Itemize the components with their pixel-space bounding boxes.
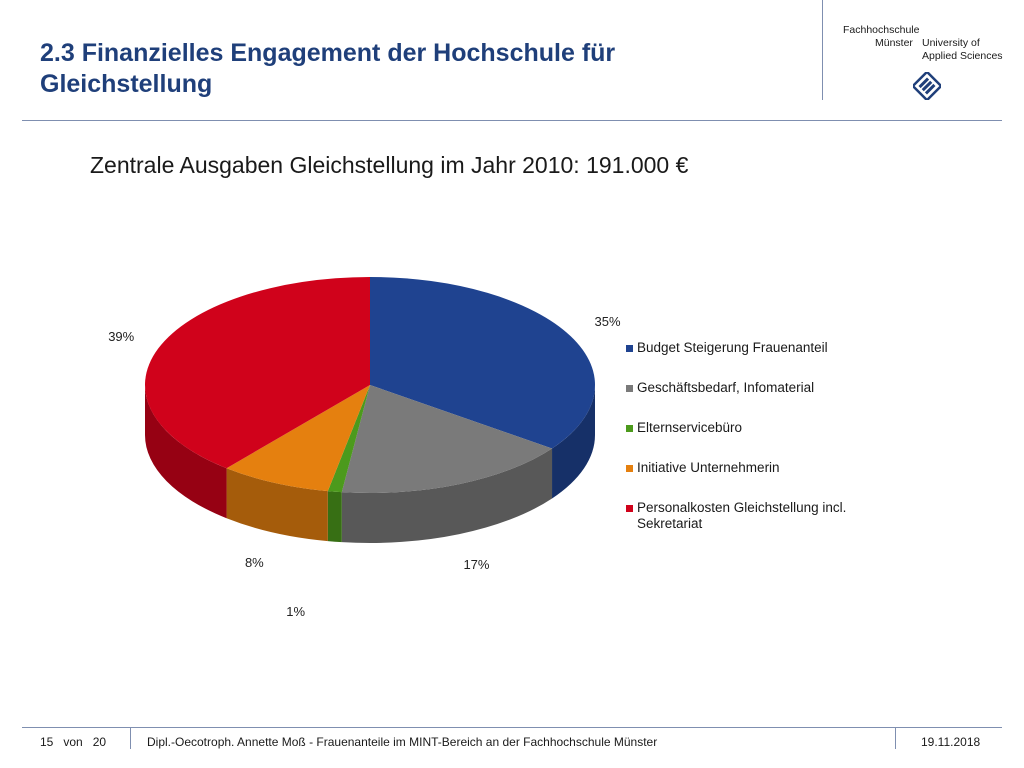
pie-data-label: 39% xyxy=(108,328,135,344)
page-current: 15 xyxy=(40,735,54,749)
pie-slice-side-4 xyxy=(145,385,227,519)
chart-title: Zentrale Ausgaben Gleichstellung im Jahr… xyxy=(90,152,689,178)
legend-swatch xyxy=(626,385,633,392)
logo-line2a: Münster xyxy=(875,37,913,49)
page-total: 20 xyxy=(92,735,107,749)
footer-separator xyxy=(130,727,131,749)
slide-title-line1: 2.3 Finanzielles Engagement der Hochschu… xyxy=(40,39,616,67)
legend-label: Budget Steigerung Frauenanteil xyxy=(637,340,828,355)
page-number: 15 von 20 xyxy=(40,735,106,749)
pie-slice-side-0 xyxy=(552,385,595,499)
pie-slice-1 xyxy=(341,385,553,493)
legend-swatch xyxy=(626,505,633,512)
footer-divider xyxy=(22,727,1002,728)
legend-label: Geschäftsbedarf, Infomaterial xyxy=(637,380,815,395)
pie-slice-side-2 xyxy=(327,491,342,543)
slide-title: 2.3 Finanzielles Engagement der Hochschu… xyxy=(40,38,740,100)
pie-slice-0 xyxy=(370,277,596,449)
pie-slice-side-3 xyxy=(226,468,328,542)
pie-data-label: 8% xyxy=(244,555,264,571)
footer-date: 19.11.2018 xyxy=(921,735,981,749)
header-divider xyxy=(22,120,1002,121)
legend-label: Personalkosten Gleichstellung incl. Sekr… xyxy=(637,500,847,531)
legend-swatch xyxy=(626,465,633,472)
logo-line1: Fachhochschule xyxy=(843,24,920,36)
fh-muenster-logo-icon xyxy=(913,72,941,100)
pie-data-label: 17% xyxy=(463,556,490,572)
legend-swatch xyxy=(626,345,633,352)
legend-swatch xyxy=(626,425,633,432)
footer-caption: Dipl.-Oecotroph. Annette Moß - Frauenant… xyxy=(147,735,658,749)
footer-separator xyxy=(895,727,896,749)
slide-title-line2: Gleichstellung xyxy=(40,70,213,98)
logo-line3: Applied Sciences xyxy=(922,50,1003,62)
header-divider-vertical xyxy=(822,0,823,100)
pie-slice-4 xyxy=(145,277,370,469)
pie-data-label: 1% xyxy=(286,603,306,619)
pie-slice-2 xyxy=(327,385,370,493)
page-of: von xyxy=(63,735,83,749)
pie-data-label: 35% xyxy=(594,314,621,330)
pie-slice-side-1 xyxy=(341,448,553,543)
university-logo: Fachhochschule Münster University of App… xyxy=(843,24,1013,104)
logo-line2b: University of xyxy=(922,37,980,49)
pie-slice-3 xyxy=(226,385,370,492)
legend-label: Elternservicebüro xyxy=(637,420,743,435)
legend-label: Initiative Unternehmerin xyxy=(637,460,780,475)
